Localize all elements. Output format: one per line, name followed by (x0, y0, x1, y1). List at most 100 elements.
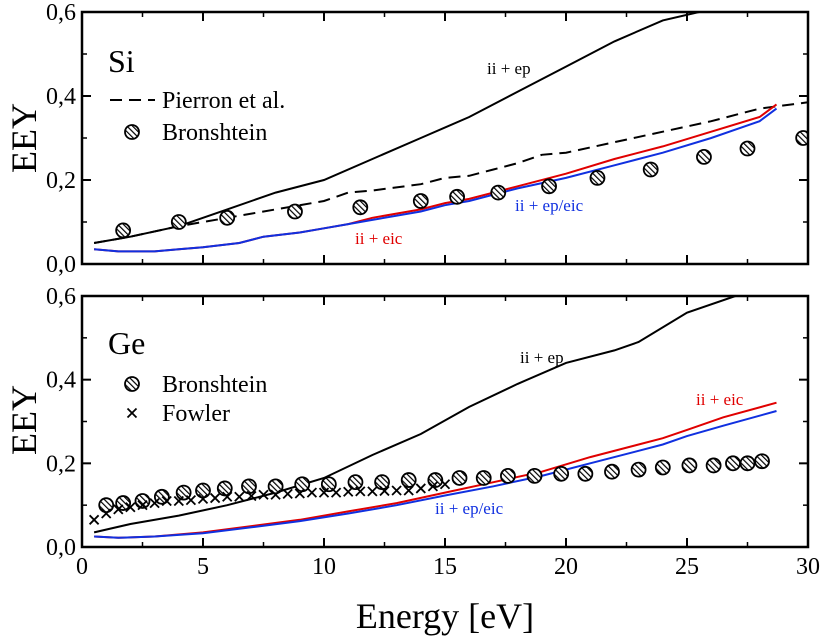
bronshtein-point (490, 184, 507, 201)
fowler-point (306, 487, 318, 498)
x-axis-title: Energy [eV] (356, 596, 534, 636)
series-ii-ep-eic-line (94, 410, 777, 539)
bronshtein-point (577, 465, 594, 482)
x-tick-label: 5 (197, 554, 209, 580)
y-tick-label: 0,2 (46, 451, 76, 477)
plot-frame (80, 10, 810, 266)
fowler-point (282, 488, 293, 500)
bronshtein-point (374, 474, 390, 491)
fowler-point (197, 493, 209, 505)
legend-label: Pierron et al. (162, 88, 285, 114)
fowler-point (318, 487, 330, 498)
annotation-label: ii + ep/eic (515, 196, 584, 215)
fowler-point (149, 497, 160, 509)
bronshtein-point (642, 161, 659, 178)
series-pierron-et-al-line (93, 101, 808, 244)
bronshtein-point (654, 459, 671, 476)
plot-area (93, 12, 808, 253)
y-tick-label: 0,4 (46, 84, 76, 110)
legend-item: Fowler (126, 401, 230, 427)
bronshtein-point (795, 130, 808, 146)
x-tick-label: 25 (675, 554, 699, 580)
bronshtein-point (219, 209, 236, 226)
bronshtein-point (449, 188, 466, 205)
bronshtein-point (526, 467, 543, 484)
x-tick-label: 20 (554, 554, 578, 580)
fowler-point (343, 486, 354, 497)
x-tick-label: 30 (796, 554, 820, 580)
annotation-label: ii + ep (520, 348, 564, 367)
bronshtein-point (604, 463, 620, 480)
fowler-point (209, 492, 221, 504)
fowler-point (113, 504, 124, 515)
fowler-point (367, 486, 378, 497)
fowler-point (246, 490, 257, 502)
bronshtein-point (739, 455, 756, 472)
x-tick-label: 15 (433, 554, 457, 580)
y-tick-label: 0,2 (46, 168, 76, 194)
bronshtein-point (451, 470, 468, 486)
bronshtein-point (500, 467, 516, 484)
bronshtein-point (287, 203, 303, 220)
fowler-point (173, 495, 184, 507)
fowler-point (137, 500, 148, 511)
bronshtein-point (195, 482, 211, 499)
series-ii-ep-eic-line (94, 107, 778, 253)
fowler-point (415, 483, 426, 494)
fowler-point (88, 514, 100, 525)
bronshtein-point (352, 199, 369, 216)
fowler-point (294, 488, 305, 499)
panel-label: Ge (108, 325, 145, 361)
fowler-point (355, 486, 366, 497)
fowler-point (125, 502, 136, 513)
annotation-label: ii + ep/eic (435, 499, 504, 518)
legend-label: Fowler (162, 401, 230, 427)
fowler-point (330, 487, 342, 498)
bronshtein-point (681, 457, 698, 474)
plot-frame (80, 294, 810, 549)
panel-si: 0,0 0,2 0,4 0,6 Si EEY Pierron et al. Bronshtei… (4, 0, 810, 278)
y-tick-label: 0,6 (46, 284, 76, 310)
fowler-point (234, 491, 245, 502)
fowler-point (258, 489, 269, 500)
fowler-point (379, 485, 390, 497)
series-ii-ep-line (93, 12, 700, 244)
bronshtein-point (725, 455, 741, 472)
y-tick-label: 0,6 (46, 0, 76, 26)
fowler-point (439, 479, 451, 490)
y-axis-title: EEY (4, 385, 44, 455)
legend-label: Bronshtein (162, 372, 267, 398)
bronshtein-point (134, 493, 151, 509)
panel-label: Si (108, 43, 135, 79)
bronshtein-point (347, 474, 364, 491)
y-tick-label: 0,4 (46, 368, 76, 394)
fowler-point (403, 485, 414, 496)
legend-item: Pierron et al. (110, 88, 285, 114)
bronshtein-point (696, 148, 712, 165)
x-tick-label: 10 (312, 554, 336, 580)
bronshtein-point (267, 478, 284, 495)
fowler-point (427, 481, 439, 492)
fowler-point (161, 495, 172, 507)
legend-hatched-circle-icon (124, 124, 140, 140)
bronshtein-point (241, 478, 257, 495)
fowler-point (222, 491, 233, 502)
fowler-point (185, 495, 197, 506)
bronshtein-point (541, 178, 557, 195)
series-ii-ep-line (93, 296, 745, 534)
fowler-point (391, 485, 402, 496)
bronshtein-point (115, 495, 132, 511)
legend-x-marker-icon (126, 407, 138, 419)
annotation-label: ii + eic (355, 229, 403, 248)
legend-item: Bronshtein (124, 372, 267, 398)
panel-ge: 0 5 10 15 20 25 30 0,0 0,2 0,4 0,6 Ge EEY Bronshtein F… (4, 284, 820, 580)
bronshtein-point (170, 214, 187, 230)
bronshtein-point (475, 470, 492, 486)
bronshtein-point (294, 476, 311, 493)
legend-item: Bronshtein (124, 120, 267, 146)
y-tick-label: 0,0 (46, 252, 76, 278)
fowler-point (270, 489, 281, 500)
bronshtein-point (412, 193, 429, 209)
bronshtein-point (739, 140, 756, 157)
bronshtein-point (754, 453, 770, 470)
